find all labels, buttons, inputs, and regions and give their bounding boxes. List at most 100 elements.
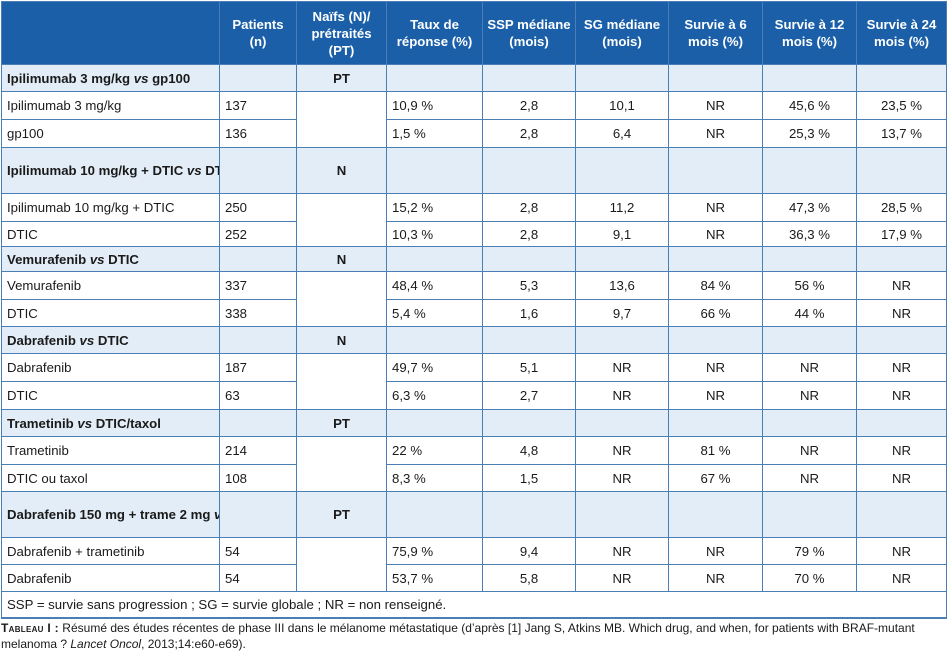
ssp-cell: 2,8 — [482, 119, 576, 148]
patients-cell: 250 — [219, 193, 297, 222]
ssp-cell: 2,7 — [482, 381, 576, 410]
sg-cell: 10,1 — [575, 91, 669, 120]
sg-cell: 9,1 — [575, 221, 669, 247]
survival-12-cell: NR — [762, 381, 857, 410]
response-cell: 49,7 % — [386, 353, 483, 382]
group-status: PT — [296, 409, 387, 437]
table-row: Vemurafenib 337 48,4 % 5,3 13,6 84 % 56 … — [1, 271, 947, 327]
ssp-cell: 5,1 — [482, 353, 576, 382]
header-response-rate: Taux de réponse (%) — [386, 1, 483, 65]
ssp-cell: 4,8 — [482, 436, 576, 465]
table-row: Trametinib 214 22 % 4,8 NR 81 % NR NR — [1, 436, 947, 492]
survival-24-cell: NR — [856, 271, 947, 300]
row-label: DTIC ou taxol — [1, 464, 220, 492]
group-title: Ipilimumab 10 mg/kg + DTIC vs DTIC-PCB — [1, 147, 220, 194]
ssp-cell: 2,8 — [482, 221, 576, 247]
patients-cell: 136 — [219, 119, 297, 148]
header-naive-pretreated: Naïfs (N)/ prétraités (PT) — [296, 1, 387, 65]
sg-cell: NR — [575, 353, 669, 382]
survival-12-cell: 36,3 % — [762, 221, 857, 247]
survival-24-cell: NR — [856, 353, 947, 382]
survival-12-cell: 47,3 % — [762, 193, 857, 222]
footnote-row: SSP = survie sans progression ; SG = sur… — [1, 591, 947, 619]
ssp-cell: 5,8 — [482, 564, 576, 592]
header-patients: Patients (n) — [219, 1, 297, 65]
table-row: gp100 136 1,5 % 2,8 6,4 NR 25,3 % 13,7 % — [1, 119, 947, 148]
results-table: Patients (n) Naïfs (N)/ prétraités (PT) … — [1, 1, 947, 619]
patients-cell: 137 — [219, 91, 297, 120]
header-survival-6: Survie à 6 mois (%) — [668, 1, 763, 65]
status-spacer — [296, 193, 387, 247]
patients-cell: 337 — [219, 271, 297, 300]
response-cell: 6,3 % — [386, 381, 483, 410]
survival-6-cell: 67 % — [668, 464, 763, 492]
survival-24-cell: 17,9 % — [856, 221, 947, 247]
sg-cell: 13,6 — [575, 271, 669, 300]
survival-24-cell: 28,5 % — [856, 193, 947, 222]
response-cell: 8,3 % — [386, 464, 483, 492]
survival-12-cell: 79 % — [762, 537, 857, 565]
group-status: N — [296, 147, 387, 194]
table-row: Ipilimumab 3 mg/kg 137 10,9 % 2,8 10,1 N… — [1, 91, 947, 148]
ssp-cell: 5,3 — [482, 271, 576, 300]
caption-label: Tableau I : — [1, 621, 59, 635]
table-row: DTIC 63 6,3 % 2,7 NR NR NR NR — [1, 381, 947, 410]
survival-6-cell: 66 % — [668, 299, 763, 327]
ssp-cell: 2,8 — [482, 91, 576, 120]
row-label: DTIC — [1, 221, 220, 247]
table-caption: Tableau I : Résumé des études récentes d… — [1, 620, 946, 652]
sg-cell: NR — [575, 537, 669, 565]
survival-6-cell: 84 % — [668, 271, 763, 300]
response-cell: 48,4 % — [386, 271, 483, 300]
sg-cell: 6,4 — [575, 119, 669, 148]
patients-cell: 187 — [219, 353, 297, 382]
group-row: Vemurafenib vs DTIC N — [1, 246, 947, 272]
group-title: Dabrafenib 150 mg + trame 2 mg vs dabraf… — [1, 491, 220, 538]
table-row: DTIC ou taxol 108 8,3 % 1,5 NR 67 % NR N… — [1, 464, 947, 492]
patients-cell: 63 — [219, 381, 297, 410]
sg-cell: NR — [575, 564, 669, 592]
table-row: Ipilimumab 10 mg/kg + DTIC 250 15,2 % 2,… — [1, 193, 947, 247]
survival-24-cell: NR — [856, 464, 947, 492]
status-spacer — [296, 537, 387, 592]
row-label: Ipilimumab 3 mg/kg — [1, 91, 220, 120]
survival-24-cell: 13,7 % — [856, 119, 947, 148]
survival-12-cell: 25,3 % — [762, 119, 857, 148]
table-row: Dabrafenib + trametinib 54 75,9 % 9,4 NR… — [1, 537, 947, 592]
survival-24-cell: NR — [856, 381, 947, 410]
status-spacer — [296, 91, 387, 148]
survival-6-cell: NR — [668, 537, 763, 565]
survival-12-cell: 70 % — [762, 564, 857, 592]
caption-text-end: , 2013;14:e60-e69). — [141, 637, 246, 651]
status-spacer — [296, 353, 387, 410]
group-status: PT — [296, 64, 387, 92]
survival-12-cell: NR — [762, 436, 857, 465]
response-cell: 1,5 % — [386, 119, 483, 148]
survival-6-cell: NR — [668, 221, 763, 247]
sg-cell: NR — [575, 381, 669, 410]
ssp-cell: 1,6 — [482, 299, 576, 327]
group-title: Ipilimumab 3 mg/kg vs gp100 — [1, 64, 220, 92]
response-cell: 10,3 % — [386, 221, 483, 247]
group-status: PT — [296, 491, 387, 538]
survival-24-cell: NR — [856, 564, 947, 592]
row-label: Dabrafenib + trametinib — [1, 537, 220, 565]
table-footnote: SSP = survie sans progression ; SG = sur… — [1, 591, 947, 619]
status-spacer — [296, 436, 387, 492]
survival-6-cell: NR — [668, 564, 763, 592]
group-row: Trametinib vs DTIC/taxol PT — [1, 409, 947, 437]
response-cell: 15,2 % — [386, 193, 483, 222]
group-status: N — [296, 326, 387, 354]
row-label: Ipilimumab 10 mg/kg + DTIC — [1, 193, 220, 222]
patients-cell: 108 — [219, 464, 297, 492]
ssp-cell: 2,8 — [482, 193, 576, 222]
table-row: Dabrafenib 187 49,7 % 5,1 NR NR NR NR — [1, 353, 947, 410]
survival-12-cell: NR — [762, 464, 857, 492]
group-row: Ipilimumab 3 mg/kg vs gp100 PT — [1, 64, 947, 92]
row-label: DTIC — [1, 299, 220, 327]
patients-cell: 252 — [219, 221, 297, 247]
patients-cell: 54 — [219, 564, 297, 592]
group-title: Trametinib vs DTIC/taxol — [1, 409, 220, 437]
row-label: Dabrafenib — [1, 564, 220, 592]
